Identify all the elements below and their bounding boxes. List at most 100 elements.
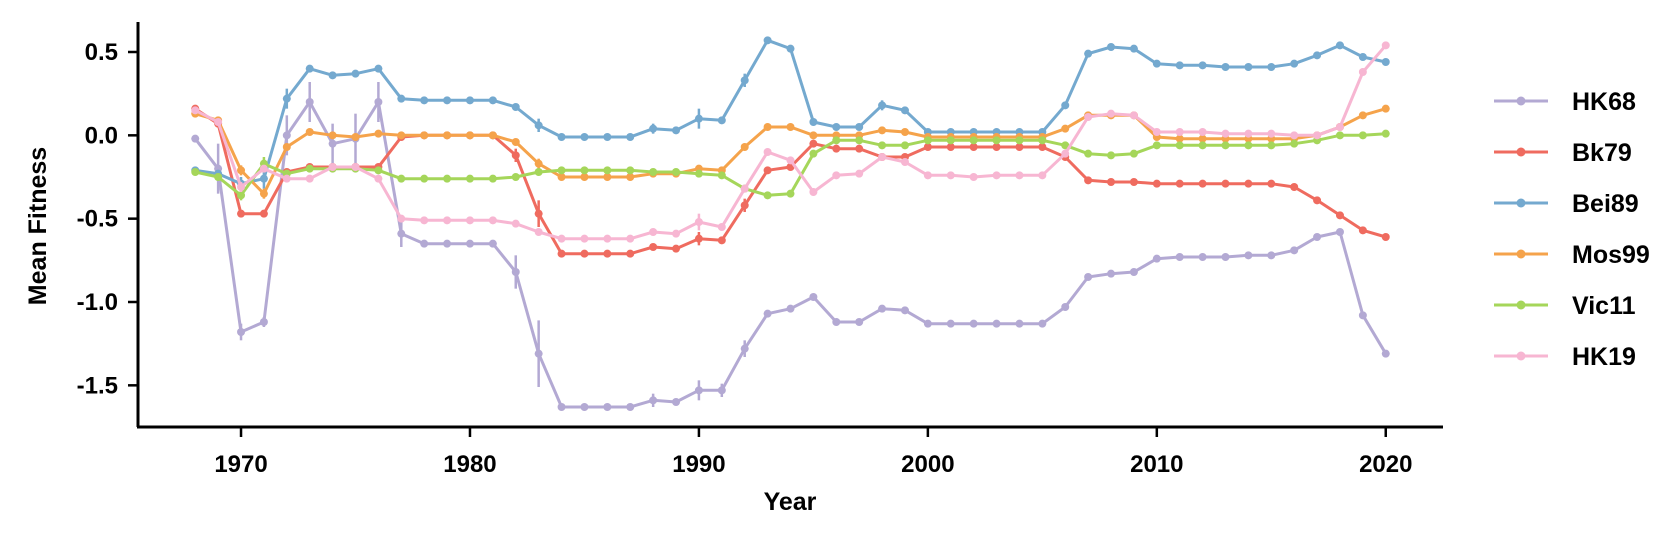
point-bei89-1980	[465, 96, 474, 105]
point-hk68-1970	[237, 328, 246, 336]
point-bei89-1987	[626, 133, 635, 141]
point-vic11-1996	[832, 136, 841, 145]
point-mos99-1981	[488, 131, 497, 140]
legend-label-hk68: HK68	[1572, 88, 1636, 116]
point-bei89-1986	[603, 133, 612, 141]
point-vic11-1976	[374, 166, 383, 175]
point-hk68-2013	[1221, 253, 1230, 261]
point-bk79-2011	[1175, 179, 1184, 188]
point-bk79-2018	[1335, 211, 1344, 220]
point-hk68-1978	[420, 239, 429, 248]
legend: HK68 Bk79 Bei89 Mos99 Vic11 HK19	[1494, 88, 1650, 371]
point-bei89-2019	[1358, 53, 1367, 61]
point-hk68-1980	[465, 239, 474, 248]
point-bk79-2002	[969, 143, 978, 151]
point-hk19-1993	[763, 148, 772, 156]
legend-marker-mos99	[1516, 249, 1526, 259]
point-hk68-1972	[282, 131, 291, 140]
point-mos99-1995	[809, 131, 818, 140]
point-vic11-2015	[1267, 141, 1276, 150]
point-vic11-1990	[694, 169, 703, 178]
point-bei89-1971	[259, 174, 268, 183]
point-hk68-2015	[1267, 251, 1276, 260]
series-line-hk68	[194, 100, 1388, 409]
y-axis-label: Mean Fitness	[24, 147, 52, 305]
point-vic11-1993	[763, 191, 772, 200]
point-hk19-1988	[649, 228, 658, 236]
point-mos99-1977	[397, 131, 406, 140]
point-hk19-2001	[946, 171, 955, 180]
x-tick-label-2020: 2020	[1359, 451, 1412, 478]
point-hk19-1990	[694, 218, 703, 226]
point-mos99-2020	[1381, 104, 1390, 113]
point-vic11-2006	[1061, 141, 1070, 150]
point-vic11-1982	[511, 173, 520, 181]
point-bei89-2016	[1290, 59, 1299, 68]
point-bei89-2010	[1152, 59, 1161, 68]
point-hk19-2016	[1290, 131, 1299, 140]
point-bei89-2015	[1267, 63, 1276, 71]
point-hk19-1971	[259, 164, 268, 173]
point-vic11-1973	[305, 164, 314, 173]
point-hk19-2000	[923, 171, 932, 180]
point-mos99-1976	[374, 129, 383, 138]
series-hk19	[191, 41, 1390, 243]
point-hk68-1999	[900, 306, 909, 315]
point-bei89-2006	[1061, 101, 1070, 110]
point-hk19-2017	[1313, 131, 1322, 140]
legend-label-hk19: HK19	[1572, 343, 1636, 371]
point-vic11-1970	[237, 191, 246, 200]
point-vic11-1977	[397, 174, 406, 183]
point-vic11-2018	[1335, 131, 1344, 140]
point-bei89-1981	[488, 96, 497, 105]
point-hk68-1987	[626, 403, 635, 411]
legend-marker-vic11	[1516, 300, 1526, 310]
point-hk68-1982	[511, 268, 520, 276]
point-mos99-1994	[786, 123, 795, 131]
point-bei89-1982	[511, 103, 520, 111]
point-hk19-1970	[237, 183, 246, 191]
point-hk19-1972	[282, 174, 291, 183]
y-ticks: 0.5 0.0 -0.5 -1.0 -1.5	[77, 39, 138, 399]
point-bk79-1990	[694, 234, 703, 243]
point-hk68-2016	[1290, 246, 1299, 255]
point-vic11-2003	[992, 136, 1001, 145]
point-hk68-1993	[763, 309, 772, 318]
point-mos99-1980	[465, 131, 474, 140]
point-mos99-2012	[1198, 134, 1207, 143]
point-hk19-2008	[1107, 109, 1116, 118]
point-bk79-1984	[557, 249, 566, 258]
point-mos99-1979	[443, 131, 452, 140]
point-vic11-2016	[1290, 139, 1299, 148]
x-tick-label-1990: 1990	[672, 451, 725, 478]
point-hk68-2008	[1107, 269, 1116, 278]
point-mos99-1993	[763, 123, 772, 131]
point-vic11-1979	[443, 174, 452, 183]
point-hk19-1973	[305, 174, 314, 183]
x-tick-label-1970: 1970	[214, 451, 267, 478]
point-mos99-2006	[1061, 124, 1070, 133]
point-hk19-2014	[1244, 129, 1253, 138]
point-vic11-1984	[557, 166, 566, 175]
point-bk79-2001	[946, 143, 955, 151]
point-hk19-1997	[855, 169, 864, 178]
point-hk68-1968	[191, 134, 200, 143]
point-hk19-1982	[511, 219, 520, 228]
point-bk79-2000	[923, 143, 932, 151]
point-vic11-1986	[603, 166, 612, 175]
point-hk68-1988	[649, 396, 658, 405]
point-bk79-2008	[1107, 178, 1116, 186]
point-vic11-2007	[1084, 149, 1093, 158]
point-hk68-2019	[1358, 311, 1367, 320]
legend-marker-bei89	[1516, 198, 1526, 208]
point-bei89-2017	[1313, 51, 1322, 60]
point-bei89-1989	[672, 126, 681, 135]
point-mos99-2019	[1358, 111, 1367, 120]
point-mos99-1999	[900, 128, 909, 136]
point-bei89-1992	[740, 76, 749, 85]
point-hk68-1986	[603, 403, 612, 411]
point-bei89-1978	[420, 96, 429, 105]
point-hk68-1996	[832, 318, 841, 326]
point-hk19-1989	[672, 229, 681, 238]
